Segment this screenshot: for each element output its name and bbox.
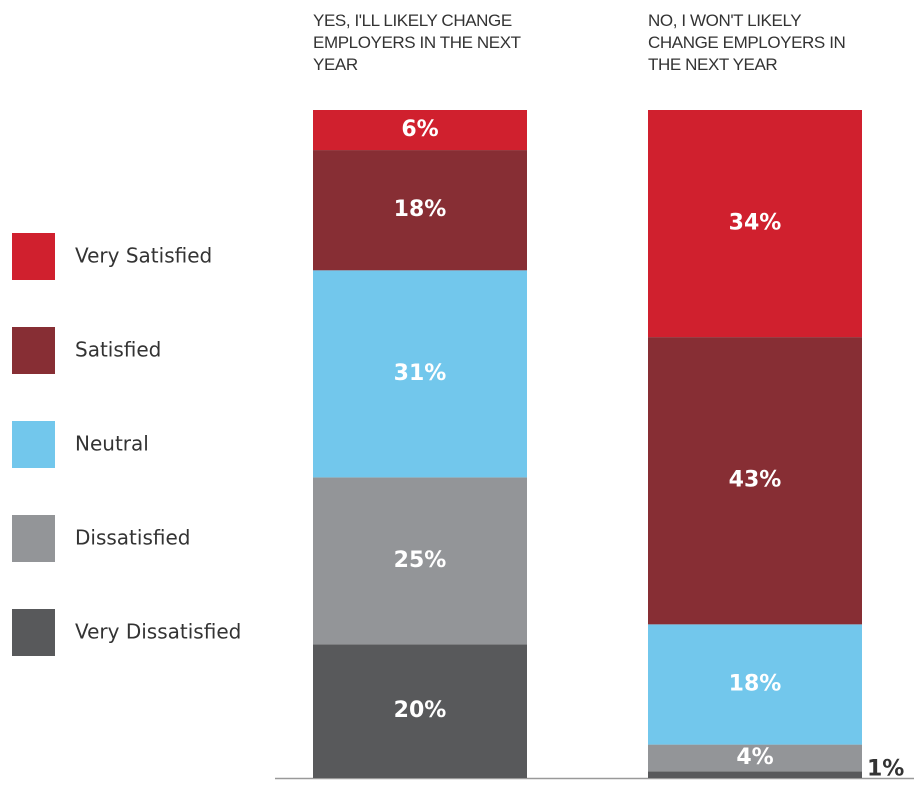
legend-swatch xyxy=(12,609,55,656)
legend-swatch xyxy=(12,233,55,280)
legend-label: Very Satisfied xyxy=(75,244,212,268)
data-label: 20% xyxy=(394,698,447,723)
bar-segment xyxy=(648,771,862,778)
bar-segment xyxy=(313,270,527,478)
legend-label: Very Dissatisfied xyxy=(75,620,241,644)
data-label: 4% xyxy=(736,745,773,770)
category-label: YES, I'LL LIKELY CHANGE EMPLOYERS IN THE… xyxy=(313,11,521,74)
bar-segment xyxy=(648,110,862,338)
data-label: 6% xyxy=(401,117,438,142)
legend-label: Dissatisfied xyxy=(75,526,190,550)
legend-swatch xyxy=(12,421,55,468)
data-label: 1% xyxy=(867,756,904,781)
bar-segment xyxy=(313,110,527,151)
legend-swatch xyxy=(12,327,55,374)
data-label: 25% xyxy=(394,548,447,573)
data-label: 34% xyxy=(729,211,782,236)
bar-segment xyxy=(313,477,527,645)
legend-swatch xyxy=(12,515,55,562)
bar-segment xyxy=(313,644,527,778)
bar-segment xyxy=(648,337,862,625)
legend-label: Neutral xyxy=(75,432,149,456)
bar-segment xyxy=(648,744,862,772)
bar-segment xyxy=(313,150,527,271)
data-label: 31% xyxy=(394,361,447,386)
data-label: 43% xyxy=(729,468,782,493)
legend-label: Satisfied xyxy=(75,338,161,362)
bar-segment xyxy=(648,624,862,745)
data-label: 18% xyxy=(729,671,782,696)
category-label: NO, I WON'T LIKELY CHANGE EMPLOYERS IN T… xyxy=(648,11,846,74)
data-label: 18% xyxy=(394,197,447,222)
